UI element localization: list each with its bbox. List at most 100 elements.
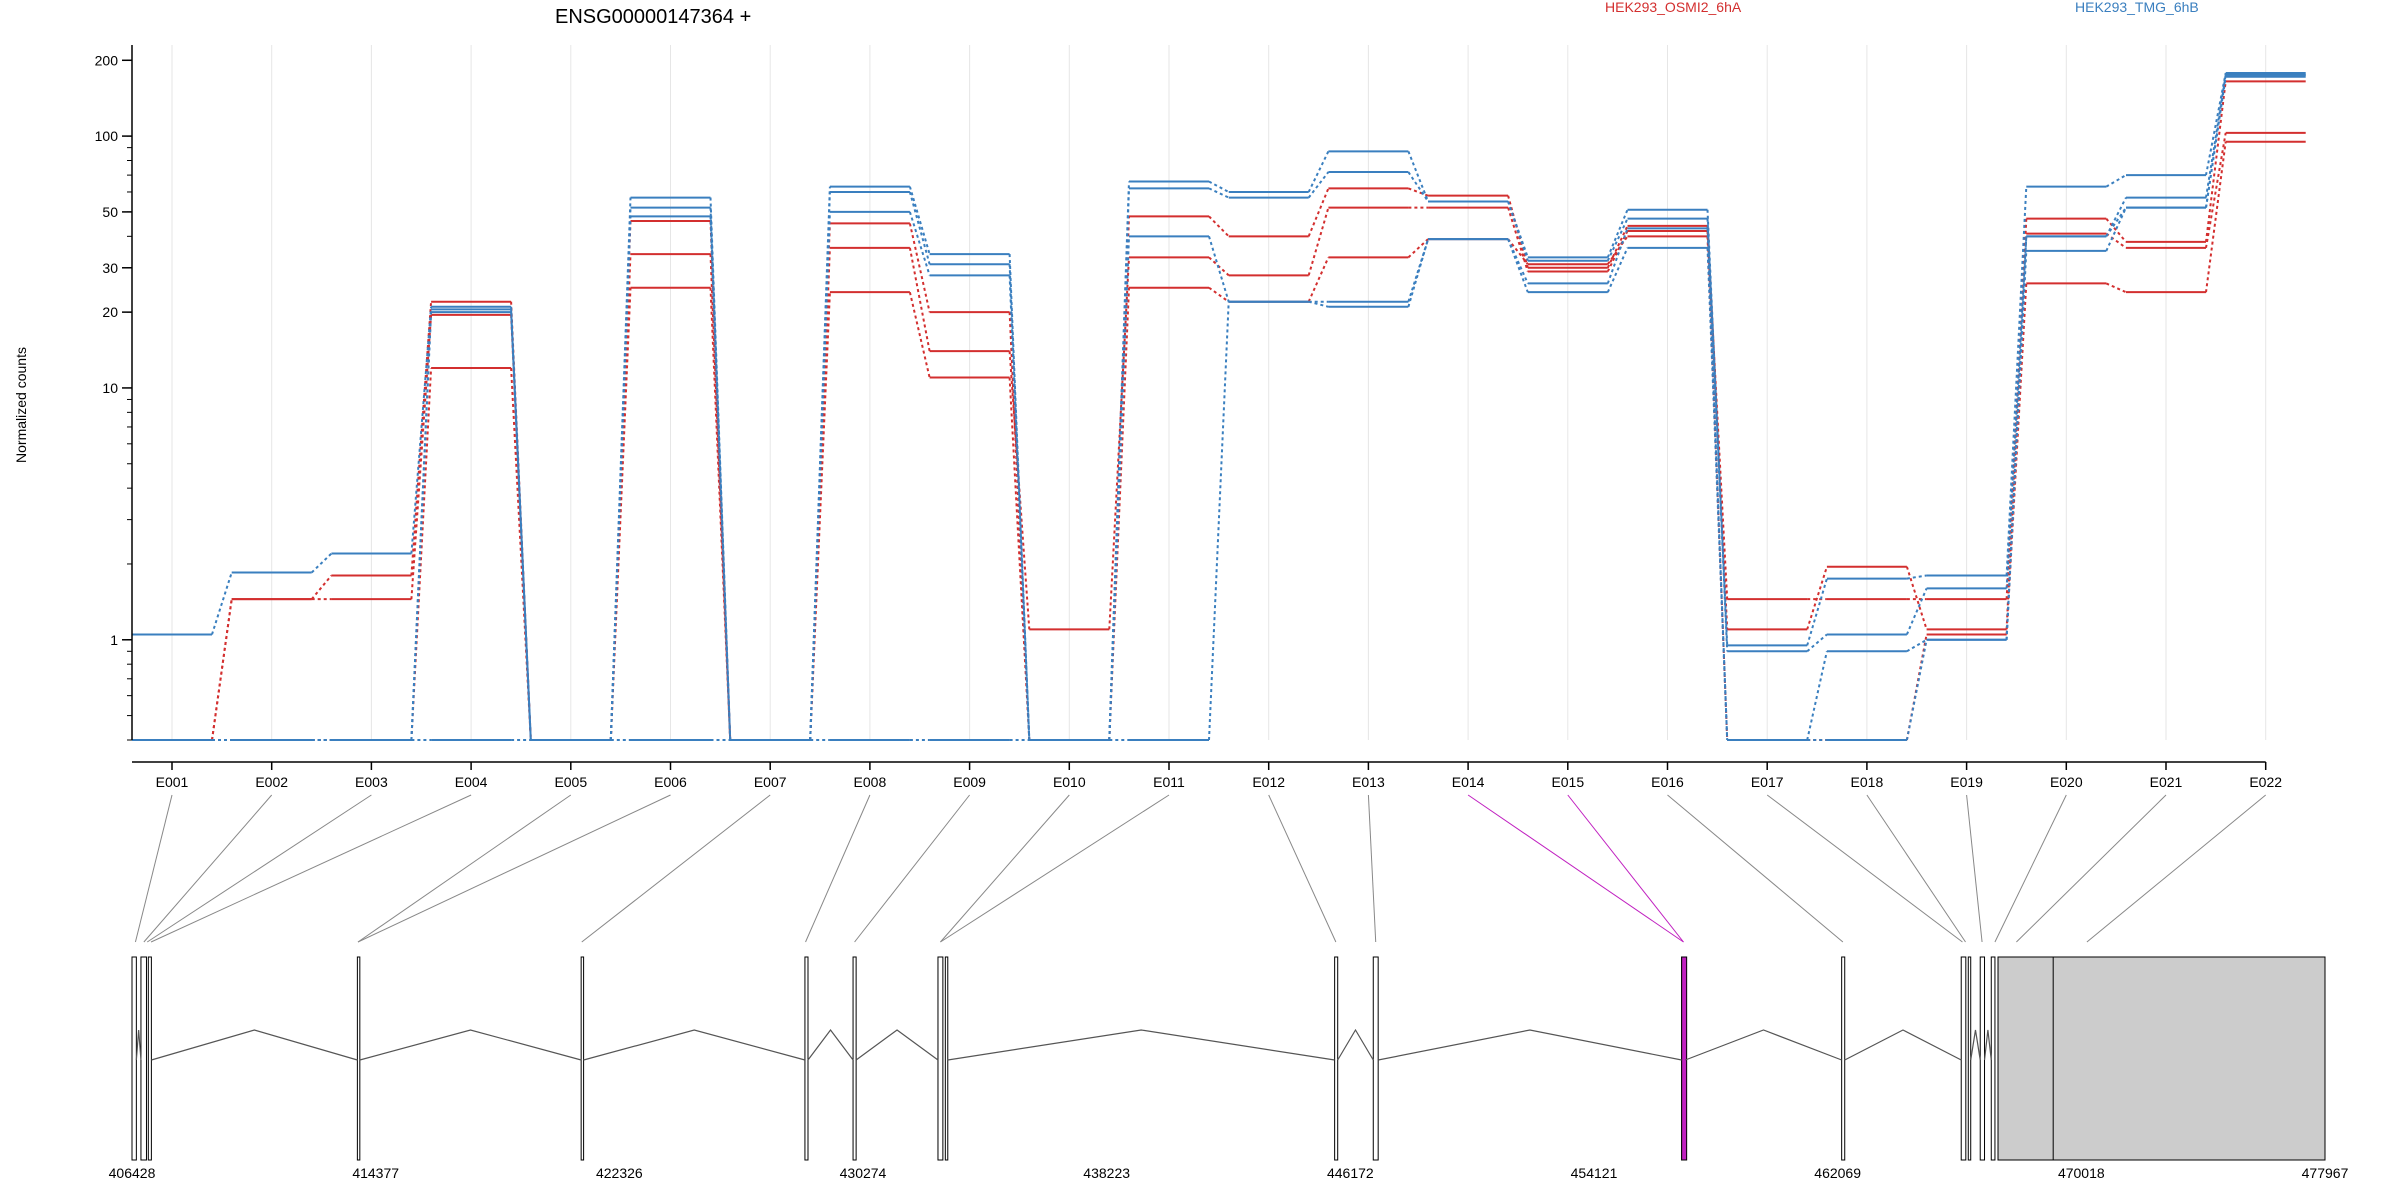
x-tick-label: E016	[1651, 774, 1684, 790]
series-4-connector	[1606, 218, 1629, 262]
intron-line	[1378, 1029, 1682, 1061]
series-6-connector	[2005, 236, 2028, 640]
exon-links	[134, 794, 2267, 943]
exon-box	[1979, 956, 1986, 1161]
y-axis-label: Normalized counts	[13, 347, 29, 463]
series-3-connector	[1706, 209, 1729, 646]
series-6-connector	[1407, 238, 1430, 303]
x-tick-label: E002	[255, 774, 288, 790]
intron-line	[855, 1029, 939, 1061]
exon-box	[147, 956, 152, 1161]
genomic-tick-label: 430274	[840, 1165, 887, 1181]
series-4-connector	[2005, 236, 2028, 589]
series-0-connector	[2105, 282, 2127, 294]
y-tick-label: 100	[95, 128, 119, 144]
genomic-tick-label: 414377	[352, 1165, 399, 1181]
series-2-connector	[310, 574, 333, 600]
exon-box	[1990, 956, 1996, 1161]
exon-link	[2016, 794, 2167, 943]
series-4-connector	[908, 191, 931, 265]
series-2-connector	[1307, 188, 1330, 237]
series-2-connector	[1606, 225, 1629, 269]
intron-line	[947, 1029, 1335, 1061]
series-5-connector	[1706, 228, 1729, 741]
series-1-connector	[2105, 232, 2127, 249]
exon-link	[357, 794, 572, 943]
gene-model: 406428 414377 422326 430274 438223 446172 4541…	[109, 956, 2349, 1181]
series-5-connector	[1806, 651, 1828, 741]
genomic-tick-label: 454121	[1571, 1165, 1618, 1181]
exon-link	[581, 794, 771, 943]
series-2	[132, 80, 2306, 741]
series-0-connector	[1307, 256, 1330, 303]
exon-box	[804, 956, 809, 1161]
series-0-connector	[1407, 238, 1429, 259]
legend-item-0: HEK293_OSMI2_6hA	[1605, 0, 1742, 15]
y-tick-label: 10	[102, 380, 118, 396]
series-4-connector	[1905, 587, 1928, 635]
series-0-connector	[510, 367, 532, 741]
series-5-connector	[2105, 207, 2127, 252]
series-3-connector	[1806, 578, 1828, 646]
series-5-connector	[1906, 638, 1928, 653]
series-4-connector	[1507, 201, 1529, 262]
exon-box	[852, 956, 857, 1161]
series-1	[132, 131, 2306, 741]
exon-box	[1960, 956, 1967, 1161]
exon-box	[1334, 956, 1339, 1161]
exon-link	[1467, 794, 1684, 943]
x-tick-label: E018	[1851, 774, 1884, 790]
exon-box	[356, 956, 361, 1161]
exon-link	[134, 794, 173, 943]
series-3-connector	[1307, 150, 1330, 193]
x-tick-label: E006	[654, 774, 687, 790]
intron-line	[1685, 1029, 1842, 1061]
series-4-connector	[709, 207, 732, 741]
y-tick-label: 30	[102, 260, 118, 276]
series-2-connector	[2205, 81, 2227, 243]
genomic-tick-label: 406428	[109, 1165, 156, 1181]
intron-line	[807, 1029, 854, 1061]
y-tick-label: 20	[102, 304, 118, 320]
exon-box	[140, 956, 147, 1161]
x-tick-label: E022	[2249, 774, 2282, 790]
series-1-connector	[2205, 132, 2227, 249]
series-5-connector	[908, 211, 931, 276]
x-tick-label: E020	[2050, 774, 2083, 790]
series-6-connector	[1706, 247, 1729, 741]
exon-link	[143, 794, 273, 943]
exon-link	[805, 794, 871, 943]
series-4-connector	[1108, 188, 1130, 741]
series-5-connector	[410, 312, 433, 741]
series-6-connector	[2205, 74, 2227, 208]
exon-box	[944, 956, 949, 1161]
exon-box	[937, 956, 944, 1161]
exon-box	[131, 956, 137, 1161]
series-3-connector	[2005, 186, 2028, 576]
x-tick-label: E008	[854, 774, 887, 790]
intron-line	[1337, 1028, 1374, 1061]
x-tick-label: E014	[1452, 774, 1485, 790]
series-0	[132, 140, 2306, 741]
series-3-connector	[1606, 209, 1629, 258]
intron-line	[1844, 1029, 1962, 1061]
series-3-connector	[2105, 174, 2127, 188]
exon-box	[580, 956, 585, 1161]
exon-box	[1372, 956, 1379, 1161]
x-tick-label: E021	[2150, 774, 2183, 790]
x-tick-label: E015	[1551, 774, 1584, 790]
series-4-connector	[1208, 187, 1230, 199]
intron-line	[135, 1029, 142, 1061]
y-tick-label: 50	[102, 204, 118, 220]
series-6-connector	[1208, 301, 1230, 741]
exon-link	[1994, 794, 2067, 943]
series-3-connector	[1407, 150, 1430, 202]
intron-line	[1970, 1029, 1981, 1061]
series-3-connector	[410, 306, 433, 554]
series-3-connector	[1906, 574, 1927, 580]
x-tick-label: E012	[1252, 774, 1285, 790]
x-tick-label: E011	[1153, 774, 1185, 790]
intron-line	[1983, 1029, 1992, 1061]
intron-line	[583, 1029, 806, 1061]
